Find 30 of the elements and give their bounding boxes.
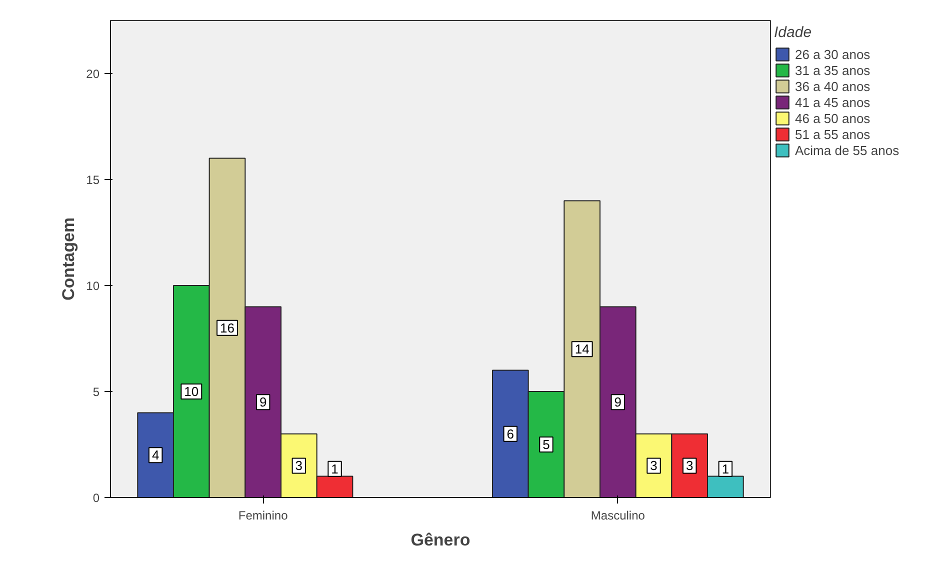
data-label: 3 [295,458,303,474]
data-label: 3 [686,458,694,474]
legend-label: 41 a 45 anos [795,94,870,110]
data-label: 9 [259,394,267,410]
y-tick-label: 15 [86,173,100,187]
data-label: 4 [152,448,160,463]
legend-title: Idade [774,24,813,41]
data-label: 10 [184,384,199,399]
data-label: 5 [542,437,550,452]
data-label: 9 [614,394,622,410]
data-label: 1 [722,461,730,476]
data-label: 16 [220,320,234,336]
y-tick-label: 20 [86,67,100,81]
x-axis-title: Gênero [410,530,470,550]
legend-label: 31 a 35 anos [795,62,870,78]
y-axis-title: Contagem [59,217,78,301]
y-tick-label: 5 [92,385,100,399]
y-tick-label: 10 [86,279,100,293]
legend-label: 36 a 40 anos [795,78,870,94]
y-tick-label: 0 [92,491,100,505]
data-label: 6 [506,426,514,442]
x-tick-label: Masculino [590,508,646,522]
legend-label: 51 a 55 anos [795,126,870,142]
legend-label: 46 a 50 anos [795,110,870,126]
legend-label: Acima de 55 anos [795,142,900,158]
x-tick-label: Feminino [238,508,288,522]
data-label: 14 [574,342,590,357]
legend-label: 26 a 30 anos [795,46,870,62]
data-label: 3 [650,458,658,474]
data-label: 1 [331,461,338,476]
